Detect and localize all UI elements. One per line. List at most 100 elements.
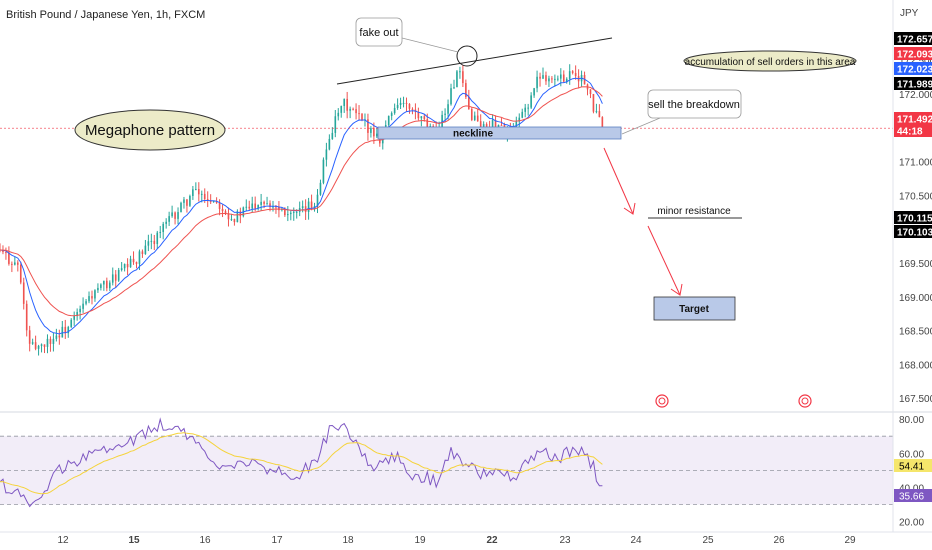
candle-body: [150, 240, 153, 242]
candle-body: [533, 88, 535, 96]
candle-body: [453, 87, 455, 89]
economic-event-icon[interactable]: [798, 394, 812, 408]
arrow-head-2: [670, 283, 683, 296]
rsi-pane[interactable]: [0, 417, 893, 508]
candle-body: [390, 113, 393, 116]
candle-body: [126, 263, 129, 268]
candle-body: [462, 71, 464, 84]
candle-body: [25, 303, 28, 331]
economic-event-icon[interactable]: [655, 394, 669, 408]
time-tick-label: 22: [486, 535, 498, 546]
candle-body: [132, 258, 135, 263]
time-tick-label: 18: [342, 535, 354, 546]
candle-body: [141, 251, 144, 255]
candle-body: [43, 344, 46, 347]
candle-body: [34, 342, 37, 349]
sell-text: sell the breakdown: [648, 99, 740, 111]
candle-body: [162, 223, 165, 232]
candle-body: [120, 268, 123, 270]
megaphone-text: Megaphone pattern: [85, 122, 215, 139]
fake-out-callout: [355, 17, 403, 47]
candle-body: [316, 194, 319, 207]
candle-body: [147, 241, 150, 246]
sell-callout: [647, 89, 742, 119]
economic-event-icon-inner: [801, 397, 809, 405]
candle-body: [465, 83, 467, 97]
candle-body: [103, 280, 105, 285]
candle-body: [310, 201, 313, 208]
neckline-label: neckline: [453, 129, 493, 140]
ema-slow-line: [0, 86, 603, 317]
candle-body: [22, 282, 25, 304]
price-label: 171.492: [897, 115, 932, 126]
target-text: Target: [679, 304, 709, 315]
candle-body: [500, 124, 503, 126]
price-pane[interactable]: [0, 64, 893, 356]
price-label: 172.093: [897, 50, 932, 61]
candle-body: [114, 274, 117, 281]
currency-label: JPY: [900, 8, 919, 19]
candle-body: [408, 103, 411, 109]
candle-body: [251, 203, 254, 209]
price-tick-label: 169.000: [899, 293, 932, 304]
candle-body: [601, 117, 604, 134]
candle-body: [76, 312, 78, 317]
candle-body: [548, 78, 550, 82]
candle-body: [473, 115, 476, 120]
candle-body: [313, 206, 316, 208]
candle-body: [278, 206, 280, 211]
candle-body: [319, 182, 322, 195]
candle-body: [233, 219, 236, 223]
candle-body: [221, 208, 224, 212]
time-tick-label: 23: [559, 535, 571, 546]
candle-body: [183, 199, 185, 203]
rsi-tick-label: 20.00: [899, 518, 924, 529]
candle-body: [376, 133, 378, 137]
candle-body: [562, 74, 565, 82]
candle-body: [97, 287, 99, 291]
candle-body: [304, 206, 307, 212]
arrow-line-2: [647, 225, 681, 296]
candle-body: [195, 189, 197, 191]
candle-body: [559, 74, 562, 79]
candle-body: [542, 75, 544, 79]
time-tick-label: 16: [199, 535, 211, 546]
time-tick-label: 29: [844, 535, 856, 546]
candle-body: [352, 108, 354, 110]
candle-body: [396, 104, 399, 109]
candle-body: [367, 119, 369, 133]
candle-body: [117, 269, 120, 281]
candle-body: [192, 189, 194, 196]
rsi-label: 35.66: [899, 492, 924, 503]
candle-body: [405, 102, 408, 104]
time-tick-label: 24: [630, 535, 642, 546]
candle-body: [174, 212, 176, 219]
annotations: neckline fake out Megaphone pattern accumul…: [74, 17, 857, 408]
rsi-label-box: [894, 459, 932, 472]
price-tick-label: 168.500: [899, 327, 932, 338]
candle-body: [551, 78, 553, 80]
candle-body: [236, 211, 239, 223]
candle-body: [91, 296, 93, 299]
candle-body: [456, 71, 458, 88]
candle-body: [328, 138, 331, 150]
price-label-box: [894, 77, 932, 90]
time-tick-label: 15: [128, 535, 140, 546]
rsi-label-box: [894, 489, 932, 502]
candle-body: [19, 264, 22, 283]
candle-body: [168, 216, 170, 222]
accumulation-text: accumulation of sell orders in this area: [685, 57, 856, 68]
price-label: 172.657: [897, 35, 932, 46]
price-label-box: [894, 32, 932, 45]
candle-body: [295, 211, 298, 213]
candle-body: [206, 198, 209, 201]
candle-body: [82, 303, 84, 309]
candle-body: [14, 262, 16, 265]
economic-event-icon-inner: [658, 397, 666, 405]
rsi-ma-line: [0, 432, 603, 495]
candle-body: [287, 214, 289, 216]
candle-body: [539, 76, 541, 79]
candle-body: [245, 206, 248, 208]
